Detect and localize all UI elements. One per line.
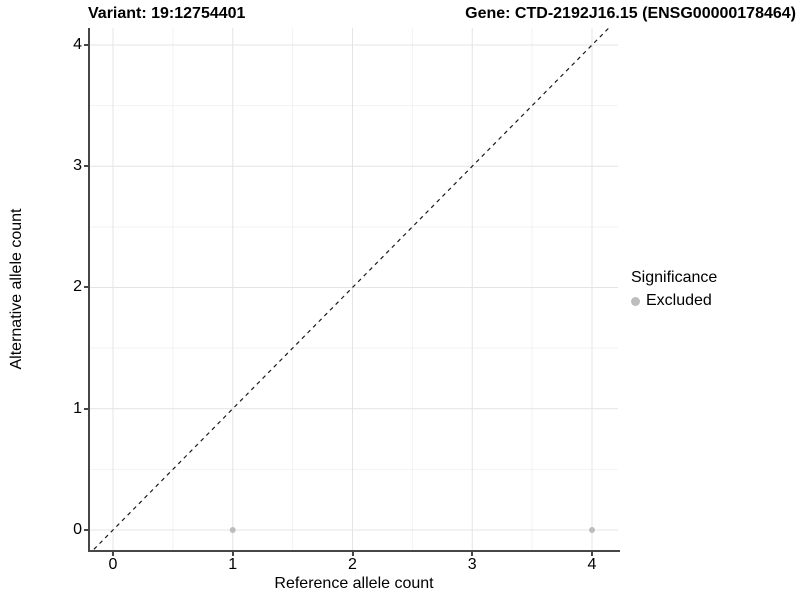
plot-panel <box>90 28 618 550</box>
y-axis-tick <box>84 165 88 168</box>
legend-point-icon <box>631 296 640 306</box>
legend: Significance Excluded <box>631 268 717 311</box>
x-axis-tick <box>351 552 354 556</box>
data-point <box>229 526 236 533</box>
legend-item-excluded: Excluded <box>631 291 717 311</box>
y-axis-tick <box>84 43 88 46</box>
y-axis-tick <box>84 528 88 531</box>
plot-title-gene: Gene: CTD-2192J16.15 (ENSG00000178464) <box>465 5 796 22</box>
y-axis-title: Alternative allele count <box>8 208 25 370</box>
data-point <box>589 526 596 533</box>
x-tick-label: 3 <box>467 556 477 573</box>
x-axis-tick <box>471 552 474 556</box>
x-tick-label: 4 <box>587 556 597 573</box>
y-axis-tick <box>84 286 88 289</box>
x-axis-tick <box>231 552 234 556</box>
x-axis-tick <box>591 552 593 556</box>
x-axis-tick <box>111 552 114 556</box>
x-axis-title: Reference allele count <box>274 575 434 592</box>
legend-title: Significance <box>631 269 718 286</box>
legend-item-label: Excluded <box>646 292 712 309</box>
y-axis-tick <box>84 407 88 410</box>
y-axis-line <box>88 28 90 552</box>
x-tick-label: 2 <box>348 556 357 573</box>
y-tick-label: 4 <box>73 35 82 53</box>
x-axis-line <box>88 550 620 552</box>
y-tick-label: 3 <box>73 157 82 175</box>
plot-title-variant: Variant: 19:12754401 <box>88 5 246 22</box>
identity-dashed-line <box>92 28 610 550</box>
y-tick-label: 2 <box>73 278 82 296</box>
x-tick-label: 1 <box>228 556 238 573</box>
plot-canvas <box>90 28 618 550</box>
y-tick-label: 0 <box>73 520 82 538</box>
x-tick-label: 0 <box>108 556 118 573</box>
y-tick-label: 1 <box>73 399 82 417</box>
